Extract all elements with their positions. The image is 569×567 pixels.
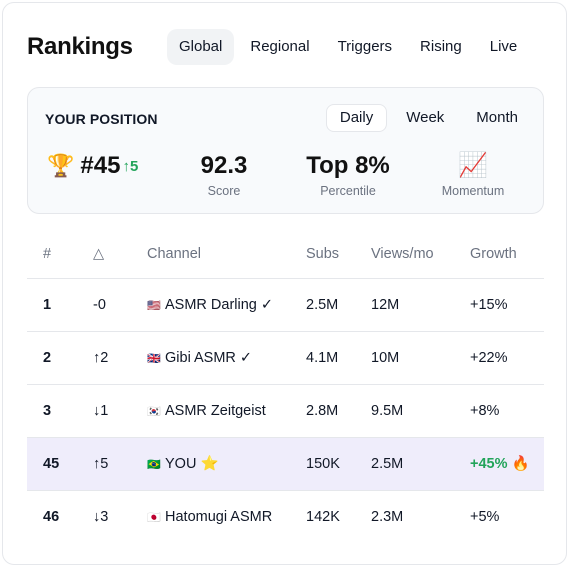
- scope-tabs: Global Regional Triggers Rising Live: [167, 29, 529, 65]
- row-views: 2.3M: [371, 508, 404, 525]
- col-delta[interactable]: △: [93, 231, 147, 279]
- table-row[interactable]: 46 ↓3 🇯🇵 Hatomugi ASMR 142K 2.3M +5%: [27, 490, 544, 543]
- row-growth: +45% 🔥: [470, 437, 544, 491]
- rank-change: ↑5: [122, 157, 139, 175]
- flag-br-icon: 🇧🇷: [147, 459, 161, 471]
- growth-value: +45% 🔥: [470, 456, 530, 472]
- score-value: 92.3: [200, 152, 248, 179]
- channel-name: ASMR Darling ✓: [165, 296, 274, 313]
- channel-name: Gibi ASMR ✓: [165, 349, 253, 366]
- period-tab-week[interactable]: Week: [406, 109, 445, 126]
- row-subs: 2.5M: [306, 278, 371, 332]
- period-tab-month[interactable]: Month: [476, 109, 518, 126]
- row-delta: ↓1: [93, 384, 147, 438]
- row-growth: +22%: [470, 331, 544, 385]
- row-channel: 🇯🇵 Hatomugi ASMR: [147, 490, 306, 543]
- percentile-value: Top 8%: [306, 152, 390, 179]
- row-growth: +5%: [470, 508, 500, 525]
- momentum-metric: 📈 Momentum: [433, 150, 513, 199]
- tab-live[interactable]: Live: [489, 38, 518, 55]
- table-header-row: # △ Channel Subs Views/mo Growth: [27, 231, 544, 279]
- col-growth[interactable]: Growth: [470, 231, 544, 279]
- row-views: 10M: [371, 331, 470, 385]
- table-row[interactable]: 2 ↑2 🇬🇧 Gibi ASMR ✓ 4.1M 10M +22%: [27, 331, 544, 385]
- col-subs[interactable]: Subs: [306, 231, 371, 279]
- row-views: 2.5M: [371, 437, 470, 491]
- rank-block: 🏆 #45 ↑5: [47, 150, 138, 182]
- row-delta: ↑5: [93, 437, 147, 491]
- channel-name: YOU ⭐: [165, 456, 219, 472]
- row-views: 12M: [371, 278, 470, 332]
- row-growth: +8%: [470, 384, 544, 438]
- table-row[interactable]: 3 ↓1 🇰🇷 ASMR Zeitgeist 2.8M 9.5M +8%: [27, 384, 544, 438]
- row-channel: 🇺🇸 ASMR Darling ✓: [147, 278, 306, 332]
- row-subs: 150K: [306, 437, 371, 491]
- table-row-you[interactable]: 45 ↑5 🇧🇷 YOU ⭐ 150K 2.5M +45% 🔥: [27, 437, 544, 491]
- flag-jp-icon: 🇯🇵: [147, 511, 161, 524]
- row-channel: 🇬🇧 Gibi ASMR ✓: [147, 331, 306, 385]
- flag-kr-icon: 🇰🇷: [147, 405, 161, 418]
- rankings-table: # △ Channel Subs Views/mo Growth 1 -0 🇺🇸…: [27, 231, 544, 543]
- percentile-label: Percentile: [320, 184, 376, 198]
- score-label: Score: [207, 184, 241, 198]
- row-growth: +15%: [470, 278, 544, 332]
- table-row[interactable]: 1 -0 🇺🇸 ASMR Darling ✓ 2.5M 12M +15%: [27, 278, 544, 332]
- trophy-icon: 🏆: [47, 153, 75, 178]
- channel-name: Hatomugi ASMR: [165, 508, 273, 525]
- rankings-header: Rankings Global Regional Triggers Rising…: [27, 29, 542, 65]
- row-rank: 2: [27, 331, 93, 385]
- row-delta: -0: [93, 278, 147, 332]
- tab-global[interactable]: Global: [167, 29, 235, 65]
- period-tabs: Daily Week Month: [325, 104, 531, 132]
- row-rank: 46: [43, 508, 60, 525]
- row-delta: ↑2: [93, 331, 147, 385]
- tab-regional[interactable]: Regional: [250, 38, 310, 55]
- period-tab-daily[interactable]: Daily: [325, 104, 388, 132]
- rank-value: #45: [80, 152, 121, 179]
- your-position-panel: YOUR POSITION Daily Week Month 🏆 #45 ↑5 …: [27, 87, 544, 214]
- col-channel[interactable]: Channel: [147, 231, 306, 279]
- row-rank: 45: [27, 437, 93, 491]
- row-rank: 1: [27, 278, 93, 332]
- col-views[interactable]: Views/mo: [371, 231, 470, 279]
- flag-us-icon: 🇺🇸: [147, 299, 161, 312]
- row-subs: 2.8M: [306, 384, 371, 438]
- percentile-metric: Top 8% Percentile: [298, 150, 398, 199]
- col-rank[interactable]: #: [27, 231, 93, 279]
- flag-gb-icon: 🇬🇧: [147, 352, 161, 365]
- tab-rising[interactable]: Rising: [420, 38, 462, 55]
- position-label: YOUR POSITION: [45, 111, 158, 127]
- row-channel: 🇧🇷 YOU ⭐: [147, 437, 306, 491]
- score-metric: 92.3 Score: [188, 150, 260, 199]
- row-subs: 142K: [306, 508, 340, 525]
- tab-triggers[interactable]: Triggers: [337, 38, 393, 55]
- momentum-label: Momentum: [441, 184, 505, 198]
- row-channel: 🇰🇷 ASMR Zeitgeist: [147, 384, 306, 438]
- row-views: 9.5M: [371, 384, 470, 438]
- row-rank: 3: [27, 384, 93, 438]
- page-title: Rankings: [27, 33, 133, 60]
- row-subs: 4.1M: [306, 331, 371, 385]
- channel-name: ASMR Zeitgeist: [165, 402, 266, 419]
- trending-up-icon: 📈: [458, 152, 488, 179]
- row-delta: ↓3: [93, 508, 109, 525]
